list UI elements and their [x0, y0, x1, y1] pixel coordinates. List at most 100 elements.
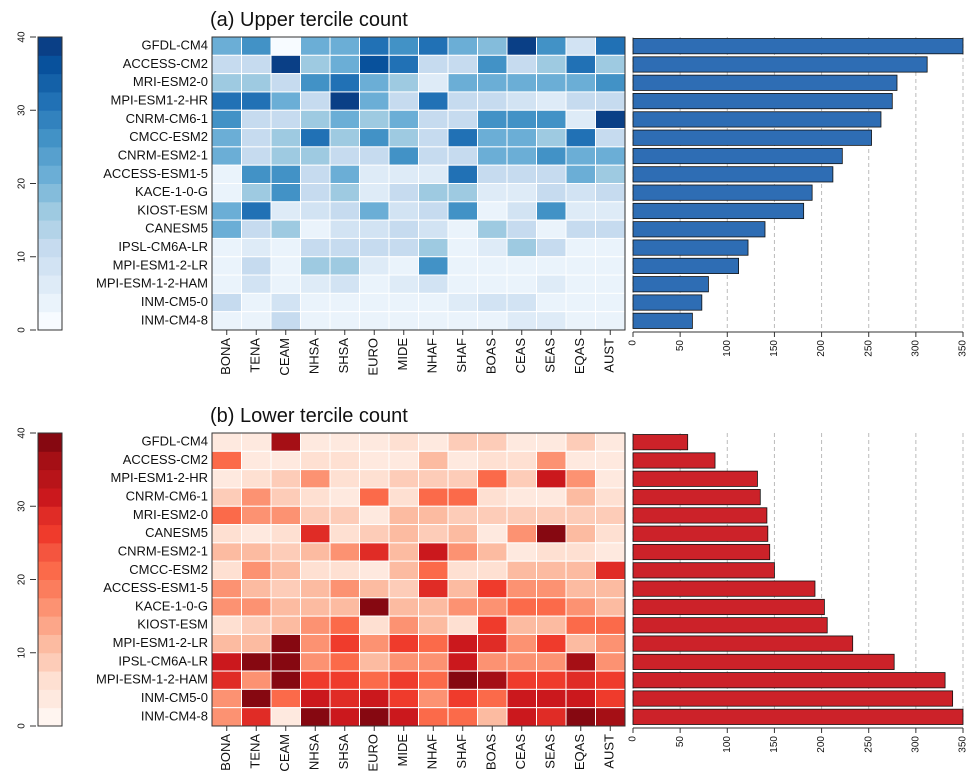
- heatmap-cell: [536, 164, 567, 184]
- heatmap-cell: [359, 36, 390, 56]
- heatmap-cell: [270, 36, 301, 56]
- heatmap-cell: [329, 542, 360, 562]
- colorbar-swatch: [37, 542, 63, 562]
- heatmap-cell: [477, 201, 508, 221]
- heatmap-cell: [300, 36, 331, 56]
- heatmap-cell: [359, 579, 390, 599]
- heatmap-cell: [359, 274, 390, 294]
- colorbar-tick-label: 10: [17, 647, 28, 659]
- heatmap-cell: [418, 505, 449, 526]
- heatmap-cell: [388, 487, 419, 507]
- heatmap-cell: [477, 237, 508, 258]
- heatmap-cell: [329, 219, 360, 239]
- heatmap-cell: [565, 633, 596, 654]
- row-label: ACCESS-ESM1-5: [103, 580, 208, 595]
- heatmap-cell: [477, 432, 508, 452]
- bar: [632, 525, 769, 542]
- heatmap-cell: [211, 219, 242, 239]
- heatmap-cell: [270, 183, 301, 203]
- heatmap-cell: [329, 505, 360, 526]
- row-label: MPI-ESM-1-2-HAM: [96, 672, 208, 687]
- row-label: ACCESS-CM2: [123, 56, 208, 71]
- heatmap-cell: [418, 688, 449, 709]
- heatmap-cell: [300, 469, 331, 489]
- heatmap-cell: [329, 54, 360, 75]
- heatmap-cell: [595, 670, 626, 690]
- heatmap-cell: [506, 36, 537, 56]
- colorbar-swatch: [37, 201, 63, 221]
- heatmap-cell: [300, 487, 331, 507]
- colorbar-swatch: [37, 450, 63, 471]
- bar: [632, 38, 964, 55]
- heatmap-cell: [329, 164, 360, 184]
- heatmap-cell: [270, 292, 301, 313]
- heatmap-cell: [447, 597, 478, 617]
- heatmap-cell: [418, 633, 449, 654]
- heatmap-cell: [536, 109, 567, 130]
- bar: [632, 74, 898, 91]
- heatmap-cell: [300, 615, 331, 635]
- heatmap-cell: [300, 670, 331, 690]
- heatmap-cell: [211, 164, 242, 184]
- heatmap-cell: [506, 274, 537, 294]
- heatmap-cell: [388, 164, 419, 184]
- heatmap-cell: [565, 615, 596, 635]
- x-tick-label: 200: [816, 736, 827, 753]
- bar: [632, 672, 946, 689]
- column-label: TENA: [248, 338, 263, 373]
- heatmap-cell: [241, 292, 272, 313]
- heatmap-cell: [477, 688, 508, 709]
- heatmap-cell: [388, 311, 419, 331]
- colorbar-swatch: [37, 311, 63, 331]
- colorbar-swatch: [37, 54, 63, 75]
- heatmap-cell: [211, 146, 242, 166]
- heatmap-cell: [565, 652, 596, 672]
- heatmap-cell: [241, 505, 272, 526]
- heatmap-cell: [329, 432, 360, 452]
- column-label: CEAM: [277, 338, 292, 376]
- column-label: BONA: [218, 734, 233, 771]
- row-label: MPI-ESM1-2-LR: [113, 257, 208, 272]
- heatmap-cell: [477, 164, 508, 184]
- heatmap-cell: [329, 237, 360, 258]
- heatmap-cell: [536, 560, 567, 580]
- heatmap-cell: [536, 633, 567, 654]
- heatmap-cell: [595, 256, 626, 276]
- heatmap-cell: [536, 256, 567, 276]
- bar: [632, 257, 739, 274]
- heatmap-cell: [418, 560, 449, 580]
- heatmap-cell: [447, 469, 478, 489]
- heatmap-cell: [359, 183, 390, 203]
- heatmap-cell: [241, 146, 272, 166]
- heatmap-cell: [418, 91, 449, 111]
- heatmap-cell: [388, 560, 419, 580]
- heatmap-cell: [477, 73, 508, 93]
- heatmap-cell: [565, 505, 596, 526]
- heatmap-cell: [418, 292, 449, 313]
- x-tick-label: 300: [910, 340, 921, 357]
- heatmap-cell: [565, 219, 596, 239]
- heatmap-cell: [506, 164, 537, 184]
- heatmap-frame: [211, 432, 626, 727]
- row-label: CMCC-ESM2: [129, 129, 208, 144]
- heatmap-cell: [536, 615, 567, 635]
- x-tick-label: 150: [769, 340, 780, 357]
- colorbar-swatch: [37, 560, 63, 580]
- heatmap-cell: [329, 256, 360, 276]
- heatmap-cell: [565, 670, 596, 690]
- heatmap-cell: [595, 201, 626, 221]
- colorbar-swatch: [37, 432, 63, 452]
- heatmap-cell: [300, 524, 331, 544]
- heatmap-cell: [565, 432, 596, 452]
- heatmap-cell: [241, 109, 272, 130]
- heatmap-cell: [536, 469, 567, 489]
- heatmap-cell: [388, 450, 419, 471]
- x-tick-label: 50: [675, 340, 686, 352]
- bar: [632, 147, 843, 165]
- heatmap-cell: [211, 505, 242, 526]
- heatmap-cell: [506, 670, 537, 690]
- bar: [632, 708, 964, 725]
- heatmap-cell: [506, 432, 537, 452]
- heatmap-cell: [211, 450, 242, 471]
- heatmap-cell: [536, 505, 567, 526]
